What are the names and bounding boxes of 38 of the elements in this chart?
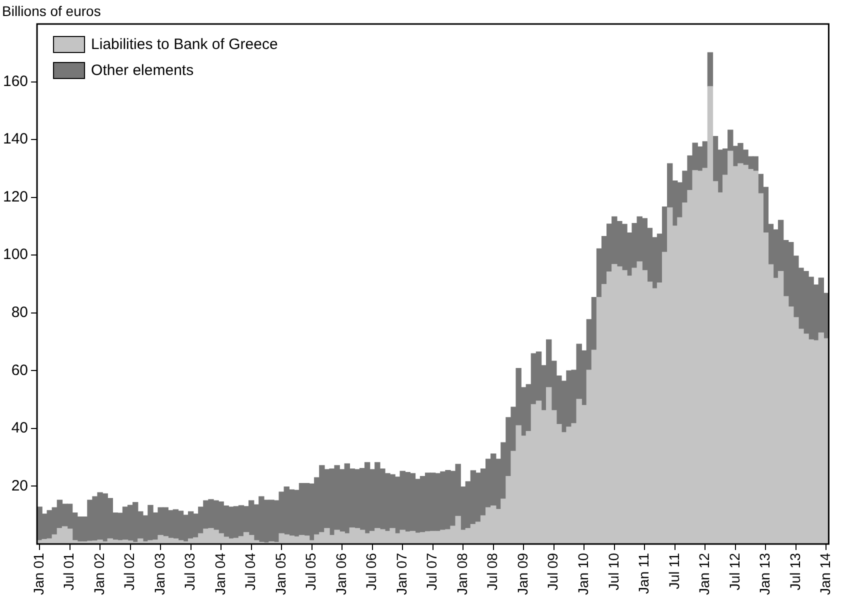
x-tick-label: Jul 01 (60, 552, 77, 590)
x-tick-label: Jul 12 (726, 552, 742, 590)
y-tick-label: 80 (11, 304, 28, 322)
x-tick-label: Jul 05 (302, 552, 319, 590)
x-tick-label: Jul 03 (182, 552, 198, 590)
x-tick-label: Jul 09 (544, 552, 561, 590)
x-tick-label: Jan 13 (756, 552, 773, 596)
y-tick-label: 100 (2, 246, 28, 264)
x-tick-label: Jul 10 (605, 552, 622, 590)
y-tick-label: 160 (2, 72, 28, 90)
x-tick-label: Jan 04 (212, 552, 228, 596)
x-tick-label: Jan 05 (272, 552, 288, 596)
x-tick-label: Jan 06 (332, 552, 349, 596)
x-tick-label: Jan 03 (151, 552, 168, 596)
x-tick-label: Jan 12 (696, 552, 712, 596)
y-tick-label: 60 (11, 362, 28, 379)
x-tick-label: Jan 07 (393, 552, 410, 596)
x-tick-label: Jul 11 (666, 552, 682, 590)
x-tick-label: Jan 02 (90, 552, 107, 596)
legend-label: Liabilities to Bank of Greece (91, 36, 278, 54)
x-tick-label: Jan 11 (636, 552, 652, 594)
x-tick-label: Jul 06 (363, 552, 380, 590)
x-tick-label: Jul 07 (424, 552, 440, 590)
x-tick-label: Jul 08 (484, 552, 500, 590)
y-axis-title: Billions of euros (2, 3, 101, 19)
x-tick-label: Jan 01 (30, 552, 46, 596)
x-tick-label: Jul 13 (786, 552, 803, 590)
x-tick-label: Jan 14 (817, 552, 834, 596)
y-tick-label: 120 (2, 188, 28, 206)
x-tick-label: Jul 04 (242, 552, 258, 590)
legend-label: Other elements (91, 62, 194, 80)
x-tick-label: Jan 10 (575, 552, 592, 596)
y-tick-label: 40 (11, 420, 28, 437)
x-tick-label: Jan 08 (454, 552, 470, 596)
x-tick-label: Jul 02 (121, 552, 138, 590)
y-tick-label: 140 (2, 130, 28, 148)
y-tick-label: 20 (11, 477, 28, 494)
x-tick-label: Jan 09 (514, 552, 530, 596)
